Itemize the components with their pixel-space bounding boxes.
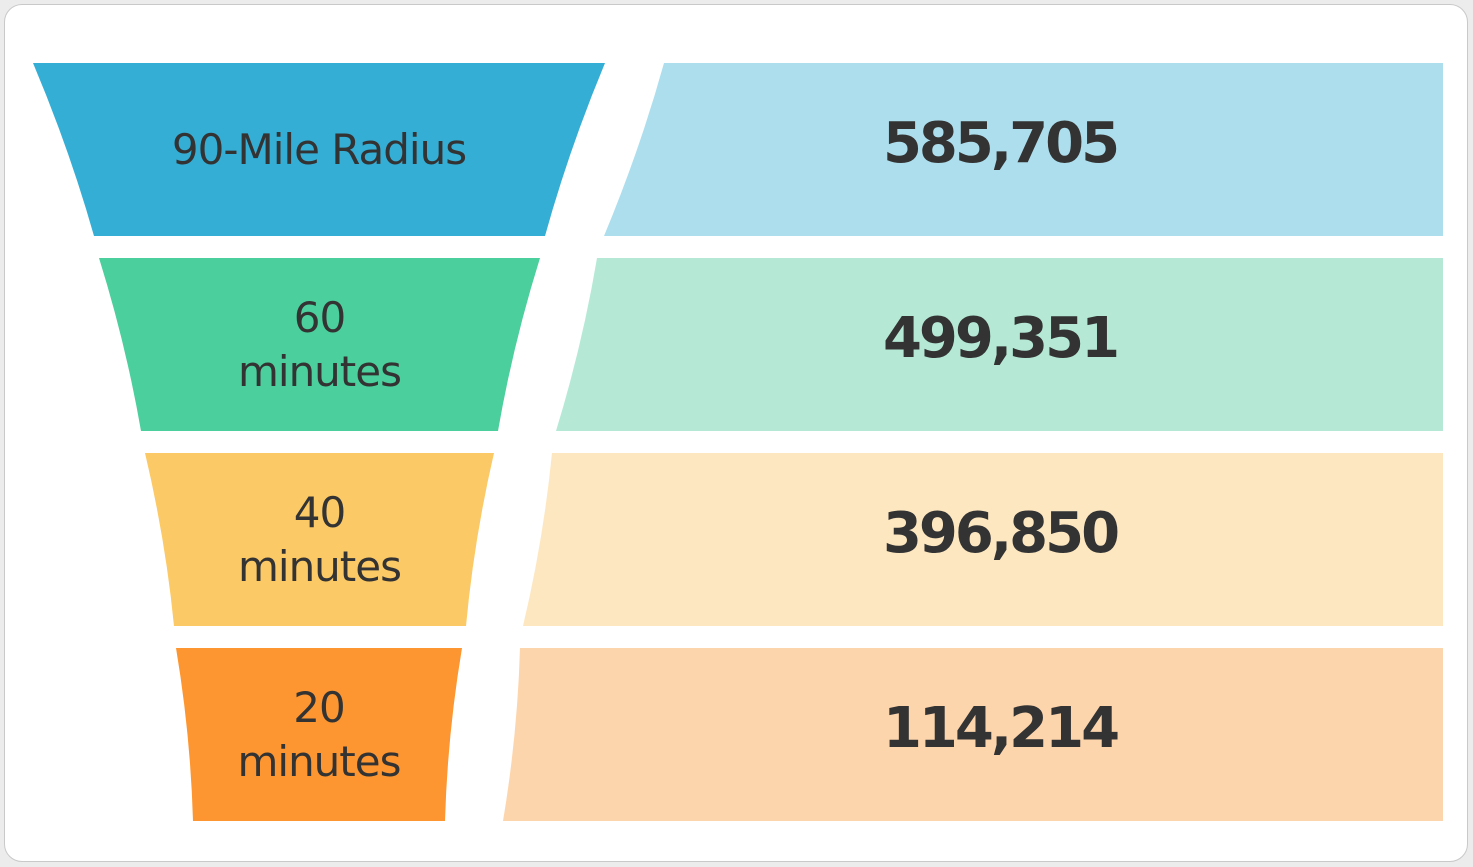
category-label: 20 minutes <box>237 682 401 786</box>
value-label: 585,705 <box>882 111 1120 176</box>
funnel-segment <box>99 258 540 431</box>
value-panel <box>556 258 1443 431</box>
value-label: 499,351 <box>882 306 1120 371</box>
value-panel <box>503 648 1443 821</box>
value-label: 396,850 <box>882 501 1120 566</box>
value-label: 114,214 <box>882 696 1120 761</box>
funnel-segment <box>176 648 462 821</box>
value-panel <box>604 63 1443 236</box>
category-label: 40 minutes <box>237 487 402 591</box>
funnel-segment <box>145 453 494 626</box>
category-label: 60 minutes <box>237 292 402 396</box>
category-label: 90-Mile Radius <box>171 124 467 174</box>
funnel-segment <box>33 63 605 236</box>
value-panel <box>523 453 1443 626</box>
